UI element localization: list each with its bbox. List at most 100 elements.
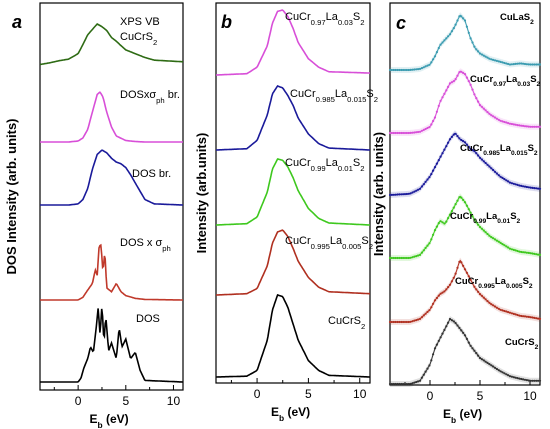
data-point <box>418 317 422 320</box>
x-tick-label: 0 <box>254 387 261 401</box>
data-point <box>531 186 534 189</box>
data-point <box>507 122 510 125</box>
data-point <box>527 315 530 318</box>
data-point <box>463 141 467 144</box>
data-point <box>454 322 457 325</box>
data-point <box>465 76 468 79</box>
panel-b: b Intensity (arb.units) 0 5 10 Eb (eV) CuCr0.9… <box>194 2 378 423</box>
data-point <box>420 129 423 132</box>
series-label: CuLaS2 <box>500 12 534 26</box>
data-point <box>495 367 498 371</box>
data-point <box>512 123 515 126</box>
data-point <box>493 305 497 308</box>
y-axis-label: DOS Intensity (arb. units) <box>4 118 19 274</box>
data-point <box>507 180 510 183</box>
plot-frame <box>39 2 184 391</box>
data-point <box>396 320 399 324</box>
data-point <box>396 256 399 260</box>
data-point <box>432 58 435 61</box>
data-point <box>488 301 491 304</box>
data-point <box>499 241 502 244</box>
data-point <box>456 266 459 269</box>
data-point <box>407 382 410 386</box>
series-label: DOS br. <box>132 168 171 180</box>
data-point <box>441 221 444 224</box>
data-point <box>407 192 410 195</box>
data-point <box>531 252 534 255</box>
data-point <box>486 56 489 59</box>
data-point <box>441 152 444 155</box>
data-point <box>522 315 525 318</box>
data-point <box>424 180 427 183</box>
data-point <box>422 373 425 376</box>
data-point <box>478 156 482 159</box>
data-point <box>490 236 493 239</box>
data-point <box>518 314 521 317</box>
data-point <box>452 27 455 30</box>
panel-letter: a <box>12 12 22 32</box>
data-point <box>454 78 457 81</box>
data-point <box>484 360 487 363</box>
data-point <box>405 68 408 72</box>
data-point <box>417 380 420 383</box>
data-point <box>418 253 422 256</box>
data-point <box>522 124 525 127</box>
data-point <box>433 116 437 119</box>
data-point <box>415 189 418 192</box>
data-point <box>439 99 442 102</box>
data-point <box>407 320 410 324</box>
data-point <box>396 131 399 135</box>
series-band <box>390 257 540 325</box>
data-point <box>447 217 450 220</box>
data-point <box>430 61 433 64</box>
data-point <box>428 309 431 312</box>
data-point <box>448 138 452 141</box>
data-point <box>417 254 420 257</box>
data-point <box>537 63 540 66</box>
data-point <box>477 290 480 293</box>
x-tick-label: 5 <box>477 389 484 403</box>
data-point <box>441 332 444 335</box>
series-label: CuCr0.97La0.03S2 <box>470 74 541 88</box>
data-point <box>398 193 401 196</box>
series-band <box>390 68 540 136</box>
data-point <box>484 298 487 301</box>
data-point <box>505 245 508 248</box>
data-point <box>458 15 461 18</box>
data-point <box>430 238 433 241</box>
data-point <box>439 220 442 223</box>
data-point <box>422 128 425 131</box>
data-point <box>467 31 470 34</box>
data-point <box>437 222 440 225</box>
panel-c: c Intensity (arb. units) 0 5 10 Eb (eV) CuLaS2… <box>371 2 542 425</box>
data-point <box>445 220 448 223</box>
series-label-line2: CuCrS2 <box>120 31 157 47</box>
data-point <box>424 65 427 68</box>
data-point <box>471 347 474 350</box>
data-point <box>420 376 423 379</box>
data-point <box>437 46 440 50</box>
data-point <box>486 361 489 364</box>
data-point <box>394 256 397 260</box>
data-point <box>529 379 532 382</box>
data-point <box>390 193 393 196</box>
data-point <box>411 131 414 134</box>
data-point <box>486 232 489 236</box>
data-point <box>415 131 418 134</box>
data-point <box>445 89 448 92</box>
data-point <box>405 192 408 196</box>
data-point <box>529 252 532 255</box>
data-point <box>398 320 401 324</box>
data-point <box>475 152 478 155</box>
data-point <box>392 68 395 72</box>
data-point <box>428 176 431 179</box>
data-point <box>525 251 529 254</box>
data-point <box>445 288 448 291</box>
data-point <box>499 60 502 64</box>
data-point <box>520 250 523 254</box>
x-axis-label: Eb (eV) <box>443 407 482 425</box>
data-point <box>418 67 422 70</box>
data-point <box>503 61 506 65</box>
data-point <box>417 188 420 191</box>
data-point <box>435 51 438 54</box>
